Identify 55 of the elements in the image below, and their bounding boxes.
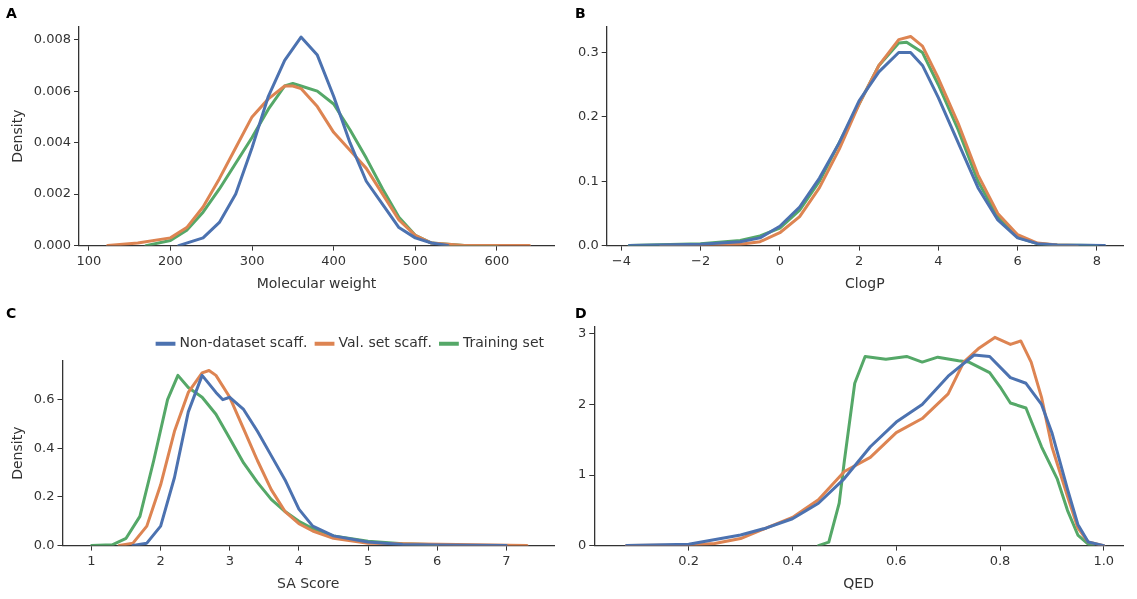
x-tick-label: 200 <box>158 252 183 268</box>
x-tick-label: 0 <box>775 252 784 268</box>
legend-label: Val. set scaff. <box>338 334 432 351</box>
x-tick-label: 2 <box>854 252 864 268</box>
x-tick-label: 2 <box>156 552 165 568</box>
y-tick-label: 0.004 <box>33 134 72 150</box>
y-tick-label: 0.1 <box>577 172 599 188</box>
y-tick-label: 1 <box>577 466 587 482</box>
x-tick-label: 1.0 <box>1093 552 1115 568</box>
x-tick-label: 0.2 <box>678 552 700 568</box>
legend-label: Non-dataset scaff. <box>179 334 308 351</box>
x-tick-label: −4 <box>611 252 631 268</box>
chart-title: D <box>575 305 587 322</box>
y-tick-label: 0 <box>577 536 587 552</box>
x-tick-label: 0.8 <box>989 552 1011 568</box>
x-tick-label: 1 <box>87 552 96 568</box>
chart-title: A <box>6 5 17 22</box>
y-tick-label: 2 <box>577 395 587 411</box>
x-tick-label: 600 <box>484 252 510 268</box>
y-axis-title: Density <box>9 109 26 163</box>
x-tick-label: 0.6 <box>885 552 907 568</box>
x-tick-label: 500 <box>402 252 428 268</box>
x-axis-title: QED <box>843 575 874 592</box>
x-axis-title: SA Score <box>277 575 340 592</box>
y-tick-label: 0.3 <box>577 43 599 59</box>
y-tick-label: 0.4 <box>33 439 55 455</box>
chart-title: B <box>575 5 586 22</box>
x-axis-title: Molecular weight <box>256 275 377 292</box>
y-tick-label: 0.6 <box>33 391 55 407</box>
y-tick-label: 0.000 <box>33 236 72 252</box>
x-tick-label: 8 <box>1092 252 1101 268</box>
chart-title: C <box>6 305 17 322</box>
x-tick-label: 100 <box>76 252 102 268</box>
x-tick-label: 4 <box>934 252 943 268</box>
x-tick-label: 5 <box>363 552 373 568</box>
x-tick-label: 7 <box>502 552 511 568</box>
y-tick-label: 3 <box>577 325 587 341</box>
x-tick-label: −2 <box>691 252 711 268</box>
x-tick-label: 400 <box>321 252 347 268</box>
x-tick-label: 300 <box>239 252 265 268</box>
y-tick-label: 0.006 <box>33 82 72 98</box>
y-tick-label: 0.0 <box>577 236 599 252</box>
x-axis-title: ClogP <box>845 275 885 292</box>
y-axis-title: Density <box>9 426 26 480</box>
y-tick-label: 0.2 <box>577 108 599 124</box>
x-tick-label: 3 <box>225 552 234 568</box>
x-tick-label: 6 <box>1013 252 1022 268</box>
y-tick-label: 0.008 <box>33 31 72 47</box>
x-tick-label: 6 <box>433 552 442 568</box>
y-tick-label: 0.2 <box>33 488 55 504</box>
x-tick-label: 4 <box>294 552 304 568</box>
legend-label: Training set <box>461 334 545 351</box>
y-tick-label: 0.0 <box>33 536 55 552</box>
y-tick-label: 0.002 <box>33 185 72 201</box>
x-tick-label: 0.4 <box>782 552 803 568</box>
